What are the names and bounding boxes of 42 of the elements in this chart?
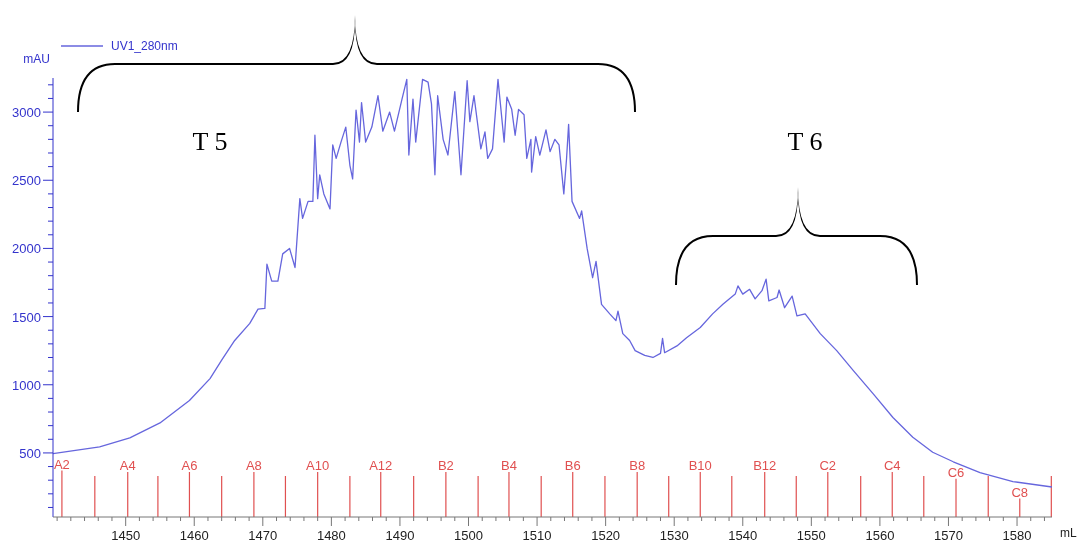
ref-line-label: C8 [1011, 484, 1029, 500]
ref-line-label: C2 [819, 458, 837, 473]
y-tick-label: 1000 [12, 377, 41, 393]
x-tick-label: 1520 [591, 528, 621, 543]
legend-label: UV1_280nm [111, 39, 178, 53]
line-series [52, 78, 1053, 488]
ref-line-label: B6 [564, 458, 581, 473]
ref-line-label: C4 [883, 458, 901, 473]
y-tick-label: 1500 [12, 309, 41, 325]
y-axis-title: mAU [23, 52, 50, 66]
x-tick-label: 1510 [522, 528, 552, 543]
x-tick-label: 1570 [934, 528, 963, 543]
ref-line-label: A8 [245, 458, 262, 473]
x-tick-label: 1460 [179, 528, 209, 543]
x-tick-label: 1500 [454, 528, 483, 543]
x-tick-label: 1470 [248, 528, 278, 543]
y-tick-label: 2000 [12, 241, 41, 257]
annotation: T 5 [192, 127, 228, 156]
y-tick-label: 3000 [12, 105, 41, 121]
ref-line-label: A12 [369, 458, 393, 473]
y-tick-label: 500 [19, 445, 41, 461]
x-tick-label: 1490 [385, 528, 415, 543]
y-tick-label: 2500 [12, 173, 41, 189]
ref-line-label: A2 [53, 456, 70, 472]
x-tick-label: 1550 [796, 528, 826, 543]
x-axis-title: mL [1060, 526, 1077, 540]
ref-line-label: C6 [947, 464, 965, 480]
ref-line-label: A6 [181, 458, 198, 473]
ref-line-label: B12 [753, 458, 777, 473]
x-tick-label: 1530 [659, 528, 689, 543]
ref-line-label: B8 [629, 458, 646, 473]
ref-line-label: A10 [306, 458, 330, 473]
x-tick-label: 1480 [316, 528, 346, 543]
ref-line-label: B10 [688, 458, 712, 473]
x-tick-label: 1580 [1002, 528, 1032, 543]
x-tick-label: 1560 [865, 528, 895, 543]
annotation: T 6 [787, 127, 823, 156]
ref-line-label: A4 [119, 458, 136, 473]
ref-line-label: B2 [437, 458, 454, 473]
x-tick-label: 1540 [728, 528, 758, 543]
x-tick-label: 1450 [111, 528, 141, 543]
ref-line-label: B4 [501, 458, 517, 473]
